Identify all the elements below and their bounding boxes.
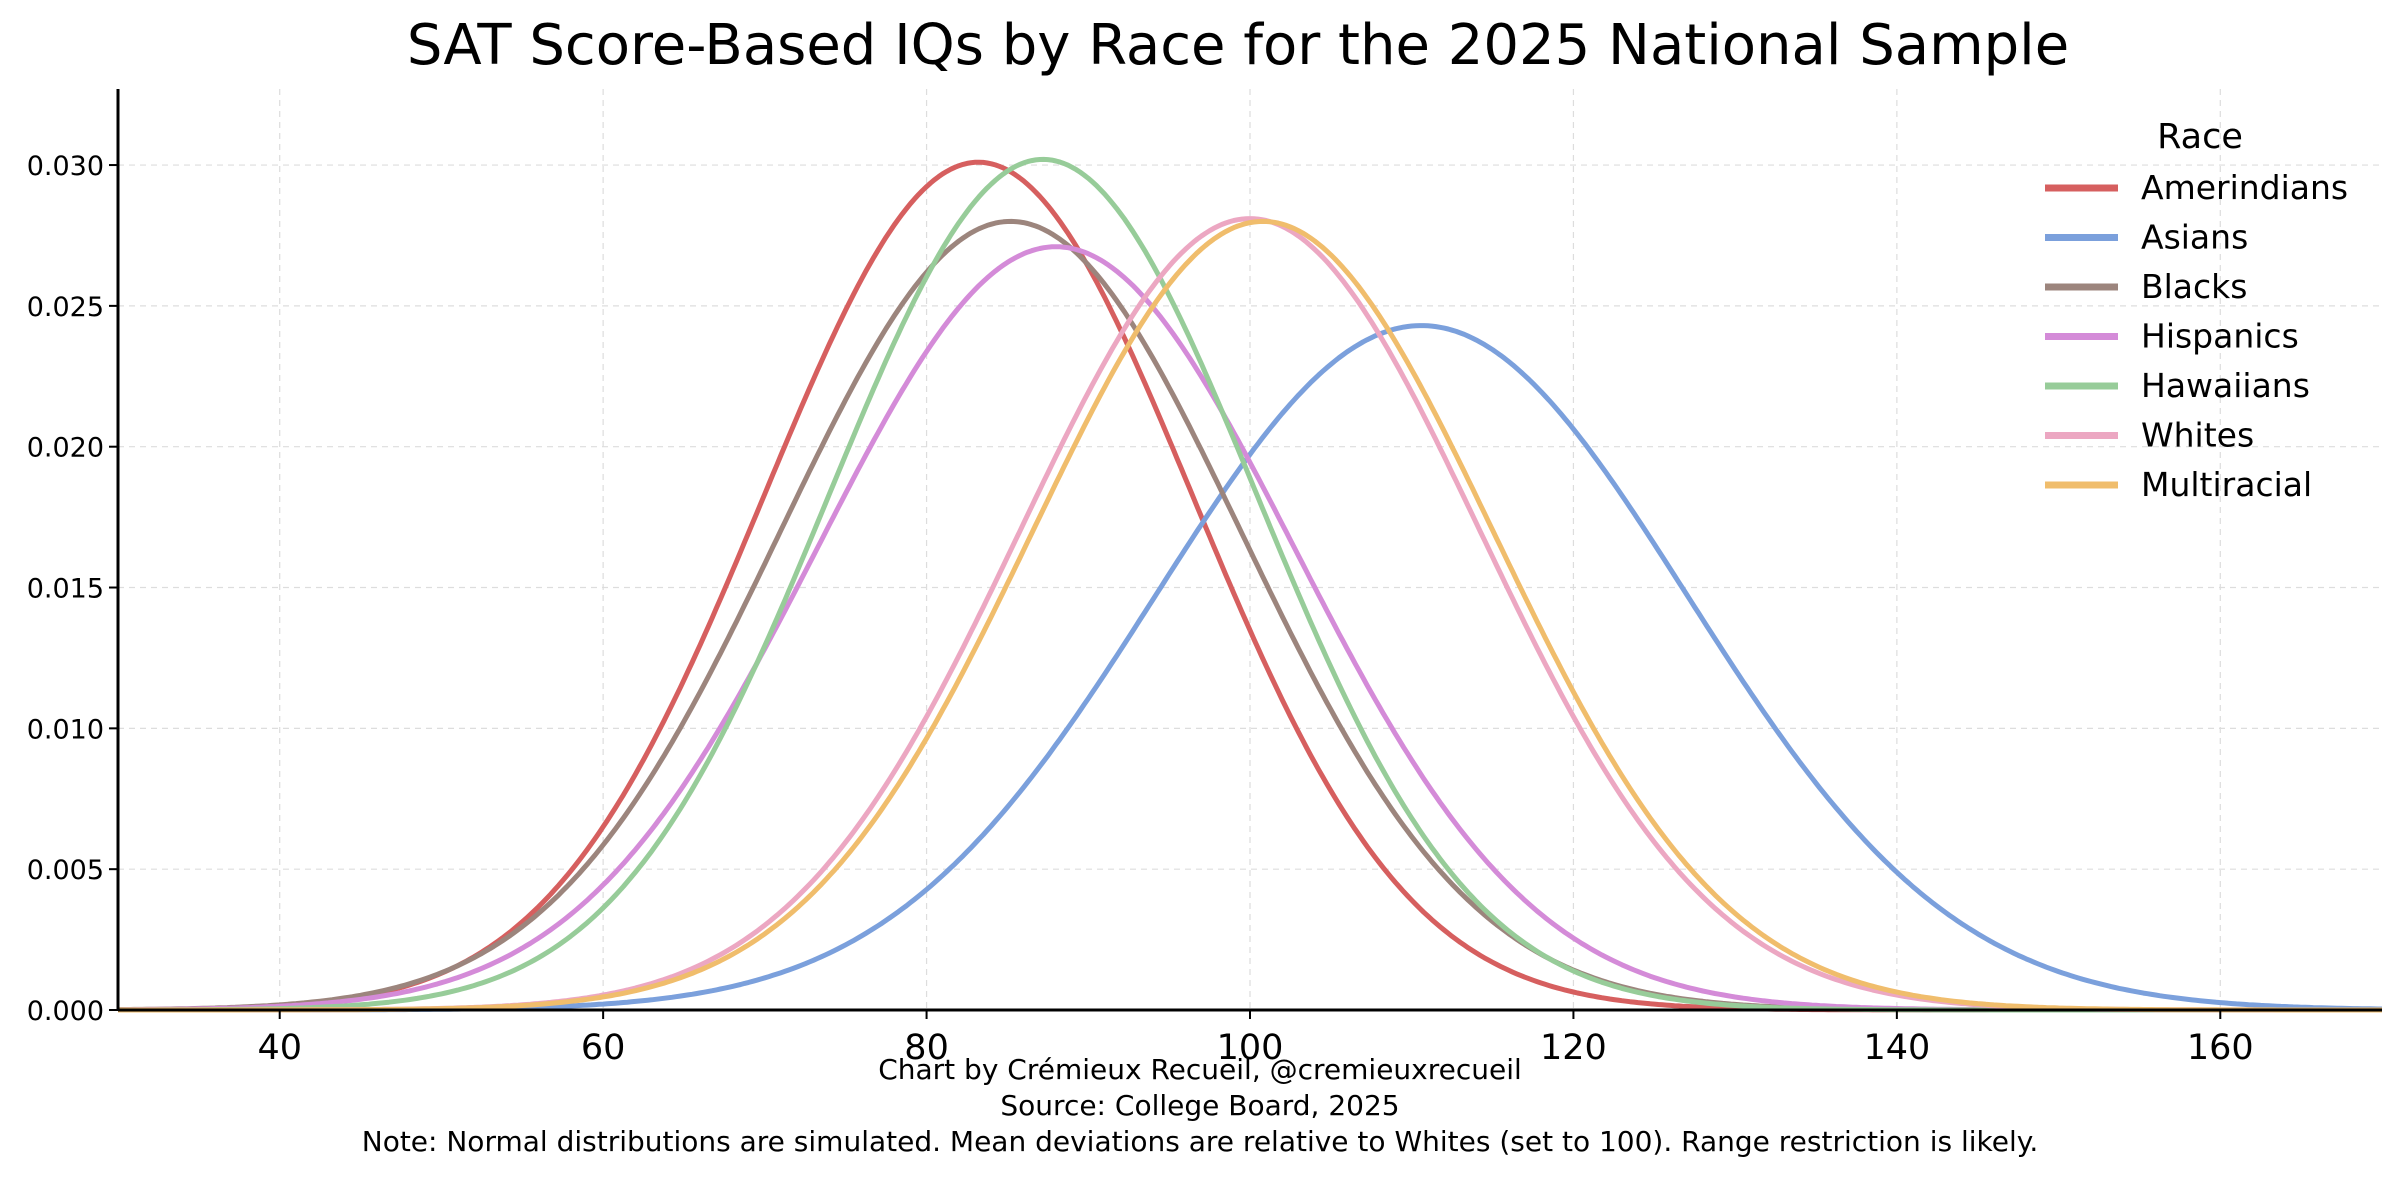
x-tick-label: 140 (1863, 1028, 1930, 1068)
x-tick-label: 60 (581, 1028, 626, 1068)
x-ticks: 40 60 80 100 120 140 160 (257, 1010, 2254, 1068)
y-tick-label: 0.020 (27, 433, 104, 464)
x-tick-label: 160 (2187, 1028, 2254, 1068)
legend-item-blacks: Blacks (2045, 267, 2247, 306)
chart-footer: Chart by Crémieux Recueil, @cremieuxrecu… (0, 1052, 2400, 1160)
source-line: Source: College Board, 2025 (1000, 1089, 1400, 1122)
grid-lines (118, 89, 2382, 1011)
legend-label: Whites (2141, 416, 2254, 455)
y-tick-label: 0.015 (27, 574, 104, 605)
y-ticks: 0.000 0.005 0.010 0.015 0.020 0.025 0.030 (27, 151, 118, 1027)
legend-item-amerindians: Amerindians (2045, 168, 2348, 207)
legend-item-whites: Whites (2045, 416, 2254, 455)
legend-label: Amerindians (2141, 168, 2348, 207)
legend-item-asians: Asians (2045, 218, 2248, 257)
y-tick-label: 0.000 (27, 996, 104, 1027)
legend-label: Hispanics (2141, 317, 2299, 356)
y-tick-label: 0.010 (27, 714, 104, 745)
legend-item-hispanics: Hispanics (2045, 317, 2299, 356)
legend-label: Blacks (2141, 267, 2247, 306)
x-tick-label: 80 (904, 1028, 949, 1068)
series-line-whites (118, 216, 2382, 1013)
legend-item-hawaiians: Hawaiians (2045, 366, 2310, 405)
series-line-blacks (117, 218, 2382, 1013)
series-line-multiracial (118, 218, 2382, 1013)
legend-label: Hawaiians (2141, 366, 2310, 405)
legend: Race Amerindians Asians Blacks Hispanics Haw… (2045, 117, 2348, 504)
credit-line: Chart by Crémieux Recueil, @cremieuxrecu… (878, 1053, 1522, 1086)
y-tick-label: 0.005 (27, 855, 104, 886)
legend-label: Asians (2141, 218, 2248, 257)
y-tick-label: 0.030 (27, 151, 104, 182)
legend-title: Race (2157, 117, 2243, 157)
chart-title: SAT Score-Based IQs by Race for the 2025… (407, 13, 2069, 78)
x-tick-label: 40 (257, 1028, 302, 1068)
legend-item-multiracial: Multiracial (2045, 465, 2312, 504)
x-tick-label: 100 (1217, 1028, 1284, 1068)
y-tick-label: 0.025 (27, 292, 104, 323)
note-line: Note: Normal distributions are simulated… (361, 1125, 2039, 1158)
x-tick-label: 120 (1540, 1028, 1607, 1068)
legend-label: Multiracial (2141, 465, 2312, 504)
